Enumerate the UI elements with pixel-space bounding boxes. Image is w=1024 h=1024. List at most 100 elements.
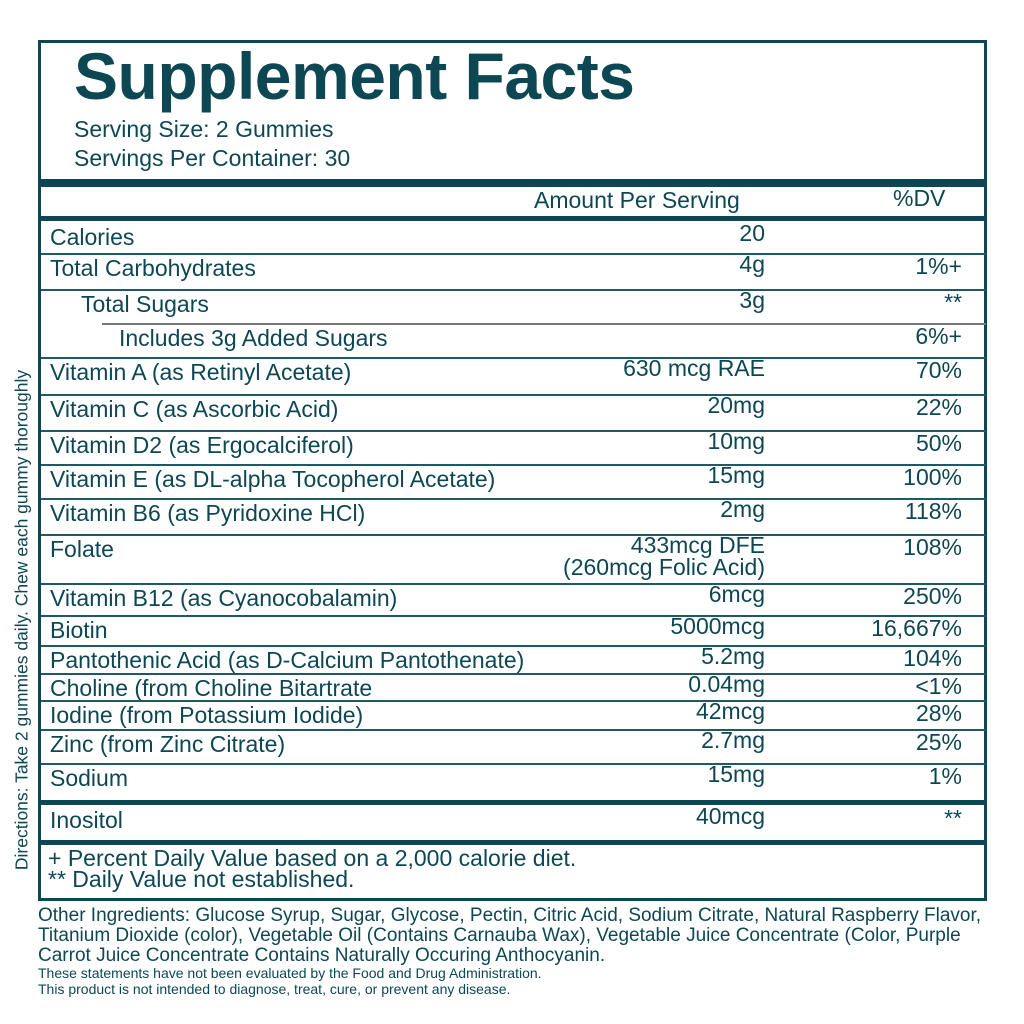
nutrient-name: Iodine (from Potassium Iodide) [50,702,364,728]
nutrient-row: Biotin 5000mcg 16,667% [41,615,984,645]
amount-line: 42mcg [695,698,765,724]
nutrient-name: Vitamin C (as Ascorbic Acid) [50,396,339,422]
nutrient-dv: 25% [915,729,962,755]
directions: Directions: Take 2 gummies daily. Chew e… [11,369,32,871]
nutrient-dv: 70% [915,357,962,383]
nutrient-amount: 2.7mg [701,727,765,753]
amount-line: 10mg [707,428,765,454]
nutrient-name: Includes 3g Added Sugars [119,325,388,351]
nutrient-name: Vitamin B12 (as Cyanocobalamin) [50,585,398,611]
nutrient-row: Zinc (from Zinc Citrate) 2.7mg 25% [41,729,984,763]
row-divider [41,394,986,396]
amount-line: 40mcg [695,803,765,829]
row-divider [41,534,986,536]
fda-disclaimer-2: This product is not intended to diagnose… [38,981,511,997]
row-divider [41,700,986,702]
nutrient-row: Calories 20 [41,222,984,253]
nutrient-dv: 16,667% [871,615,962,641]
nutrient-row: Vitamin C (as Ascorbic Acid) 20mg 22% [41,394,984,430]
nutrient-dv: 108% [903,534,962,560]
nutrient-row: Folate 433mcg DFE (260mcg Folic Acid) 108% [41,534,984,583]
nutrient-dv: 50% [915,430,962,456]
nutrient-name: Zinc (from Zinc Citrate) [50,731,286,757]
row-divider [41,645,986,647]
row-divider [41,615,986,617]
nutrient-name: Folate [50,536,114,562]
row-divider [41,289,986,291]
amount-line: 6mcg [708,581,765,607]
nutrient-dv: 1%+ [915,253,962,279]
nutrient-amount: 40mcg [695,803,765,829]
nutrient-name: Total Sugars [81,291,209,317]
nutrient-dv: 1% [928,763,962,789]
nutrient-dv: ** [944,289,962,315]
nutrient-name: Inositol [50,807,123,833]
nutrient-amount: 0.04mg [688,673,765,696]
amount-line: 2.7mg [701,727,765,753]
nutrient-row: Includes 3g Added Sugars 6%+ [41,323,984,357]
row-divider [41,729,986,731]
nutrient-row: Iodine (from Potassium Iodide) 42mcg 28% [41,700,984,729]
nutrient-dv: <1% [915,673,962,699]
nutrient-row: Total Carbohydrates 4g 1%+ [41,253,984,289]
row-divider [41,464,986,466]
nutrient-name: Total Carbohydrates [50,255,256,281]
nutrient-name: Sodium [50,765,128,791]
supplement-facts-panel [38,40,987,901]
amount-line: 4g [739,251,765,277]
row-divider [41,253,986,255]
nutrient-dv: 250% [903,583,962,609]
panel-title: Supplement Facts [74,39,635,113]
nutrient-dv: 104% [903,645,962,671]
amount-per-serving-header: Amount Per Serving [534,187,740,213]
nutrient-row: Sodium 15mg 1% [41,763,984,800]
nutrient-name: Pantothenic Acid (as D-Calcium Pantothen… [50,647,525,673]
footnote-not-established: ** Daily Value not established. [48,866,355,892]
amount-line: 15mg [707,761,765,787]
nutrient-name: Vitamin D2 (as Ergocalciferol) [50,432,354,458]
row-divider [41,357,986,359]
nutrient-name: Calories [50,224,135,250]
nutrient-row: Vitamin B6 (as Pyridoxine HCl) 2mg 118% [41,498,984,534]
nutrient-row: Inositol 40mcg ** [41,805,984,840]
row-divider [41,430,986,432]
nutrient-amount: 4g [739,251,765,277]
nutrient-dv: ** [944,805,962,831]
thick-divider [38,216,987,221]
amount-line-2: (260mcg Folic Acid) [563,554,765,580]
dv-header: %DV [893,185,946,211]
nutrient-amount: 6mcg [708,581,765,607]
nutrient-amount: 15mg [707,462,765,488]
nutrient-amount: 10mg [707,428,765,454]
row-divider [102,323,986,325]
nutrient-amount: 433mcg DFE (260mcg Folic Acid) [563,532,765,580]
amount-line: 20 [739,220,765,246]
row-divider [41,673,986,675]
serving-size: Serving Size: 2 Gummies [74,116,334,142]
nutrient-row: Pantothenic Acid (as D-Calcium Pantothen… [41,645,984,674]
nutrient-row: Total Sugars 3g ** [41,289,984,323]
nutrient-dv: 6%+ [915,323,962,349]
nutrient-row: Vitamin D2 (as Ergocalciferol) 10mg 50% [41,430,984,464]
nutrient-amount: 15mg [707,761,765,787]
nutrient-amount: 3g [739,289,765,312]
amount-line: 15mg [707,462,765,488]
thick-divider [38,179,987,187]
thick-divider [38,840,987,845]
amount-line: 433mcg DFE [630,532,765,558]
other-ingredients: Other Ingredients: Glucose Syrup, Sugar,… [38,905,982,966]
nutrient-row: Vitamin A (as Retinyl Acetate) 630 mcg RA… [41,357,984,394]
amount-line: 2mg [720,496,765,522]
nutrient-amount: 630 mcg RAE [623,357,765,380]
amount-line: 20mg [707,392,765,418]
row-divider [41,498,986,500]
nutrient-row: Choline (from Choline Bitartrate 0.04mg <1… [41,673,984,702]
servings-per-container: Servings Per Container: 30 [74,145,351,171]
nutrient-amount: 42mcg [695,698,765,724]
fda-disclaimer: These statements have not been evaluated… [38,965,542,981]
nutrient-dv: 22% [915,394,962,420]
nutrient-name: Vitamin E (as DL-alpha Tocopherol Acetat… [50,466,496,492]
nutrient-dv: 118% [904,498,962,524]
nutrient-name: Vitamin A (as Retinyl Acetate) [50,359,352,385]
nutrient-row: Vitamin B12 (as Cyanocobalamin) 6mcg 250% [41,583,984,615]
